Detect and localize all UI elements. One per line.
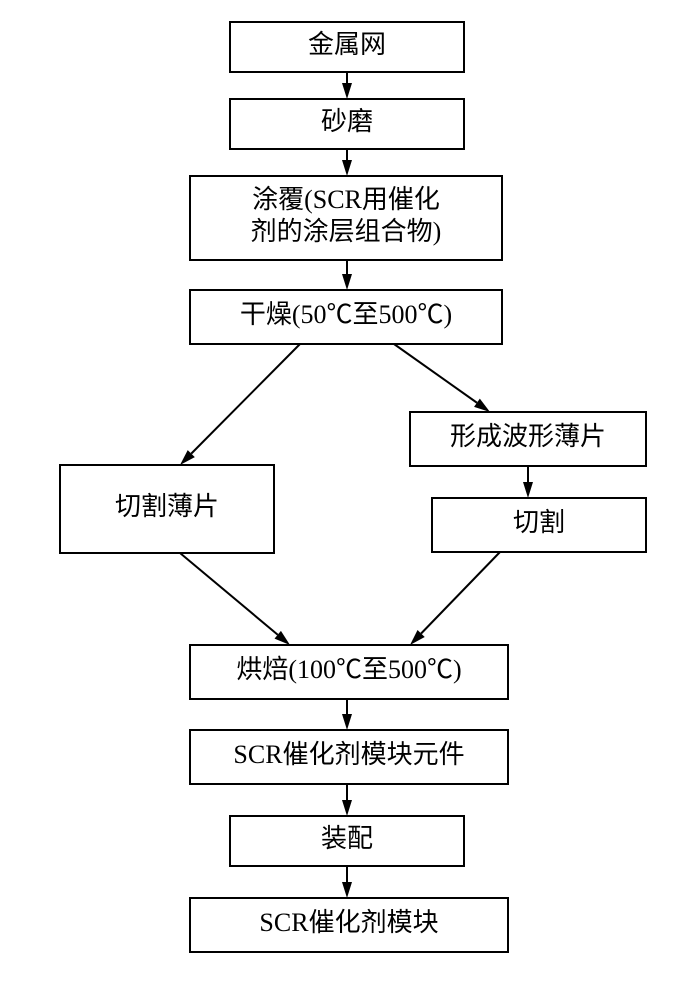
flow-node-n10: SCR催化剂模块	[190, 898, 508, 952]
node-label: 烘焙(100℃至500℃)	[236, 655, 461, 684]
flow-node-n6r: 切割	[432, 498, 646, 552]
edge-arrowhead	[342, 714, 352, 730]
node-label: 涂覆(SCR用催化	[252, 185, 440, 214]
flow-node-n4: 干燥(50℃至500℃)	[190, 290, 502, 344]
flow-node-n2: 砂磨	[230, 99, 464, 149]
edge-line	[191, 344, 300, 454]
node-label: 金属网	[308, 30, 386, 59]
node-label: 砂磨	[321, 107, 373, 136]
flow-node-n5l: 切割薄片	[60, 465, 274, 553]
edge-arrowhead	[523, 482, 533, 498]
node-label: 切割	[513, 508, 565, 537]
edge-arrowhead	[342, 274, 352, 290]
flow-node-n7: 烘焙(100℃至500℃)	[190, 645, 508, 699]
edge-arrowhead	[342, 800, 352, 816]
flow-node-n1: 金属网	[230, 22, 464, 72]
edge-line	[180, 553, 278, 635]
node-label: SCR催化剂模块	[259, 908, 438, 937]
flow-node-n8: SCR催化剂模块元件	[190, 730, 508, 784]
node-label: SCR催化剂模块元件	[233, 740, 464, 769]
edge-line	[394, 344, 477, 403]
edge-line	[421, 552, 500, 634]
edge-arrowhead	[342, 83, 352, 99]
node-label: 切割薄片	[115, 492, 219, 521]
node-label: 干燥(50℃至500℃)	[240, 300, 452, 329]
node-label: 形成波形薄片	[450, 422, 606, 451]
flow-node-n9: 装配	[230, 816, 464, 866]
flow-node-n3: 涂覆(SCR用催化剂的涂层组合物)	[190, 176, 502, 260]
flow-node-n5r: 形成波形薄片	[410, 412, 646, 466]
edge-arrowhead	[474, 399, 490, 412]
node-label: 剂的涂层组合物)	[251, 217, 442, 246]
node-label: 装配	[321, 824, 373, 853]
edge-arrowhead	[342, 160, 352, 176]
edge-arrowhead	[342, 882, 352, 898]
